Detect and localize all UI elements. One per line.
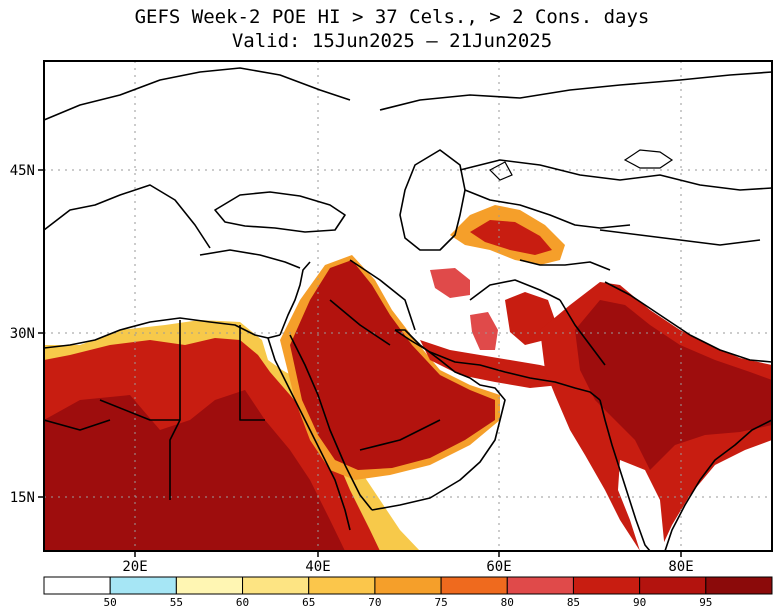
colorbar-label: 65 (302, 596, 315, 609)
map-title: GEFS Week-2 POE HI > 37 Cels., > 2 Cons.… (134, 6, 650, 28)
colorbar-swatch (572, 576, 641, 595)
colorbar-swatch (308, 576, 376, 595)
field-arabia (290, 260, 495, 470)
colorbar-swatch (242, 576, 310, 595)
lon-label-80e: 80E (668, 559, 693, 575)
map-frame (43, 60, 773, 552)
field-central-asia-core (470, 220, 552, 255)
axis-ticks (38, 169, 682, 557)
colorbar-swatch (705, 576, 773, 595)
field-north-africa-core (44, 390, 345, 551)
colorbar-label: 95 (699, 596, 712, 609)
colorbar-swatch (374, 576, 442, 595)
field-india-core (575, 300, 772, 470)
map-plot-area (44, 61, 772, 551)
lon-label-60e: 60E (486, 559, 511, 575)
colorbar-label: 90 (633, 596, 646, 609)
probability-fields (44, 205, 772, 551)
colorbar-label: 80 (501, 596, 514, 609)
colorbar-label: 70 (368, 596, 381, 609)
colorbar-label: 75 (434, 596, 447, 609)
lat-label-15n: 15N (10, 490, 35, 506)
colorbar-swatch (109, 576, 177, 595)
colorbar-swatch (43, 576, 111, 595)
lat-label-30n: 30N (10, 326, 35, 342)
colorbar: 50 55 60 65 70 75 80 85 90 95 (43, 576, 773, 609)
lon-label-40e: 40E (305, 559, 330, 575)
colorbar-swatch (506, 576, 574, 595)
colorbar-label: 85 (567, 596, 580, 609)
colorbar-swatch (440, 576, 508, 595)
colorbar-swatch (639, 576, 707, 595)
field-iran-south (470, 312, 498, 350)
lat-label-45n: 45N (10, 163, 35, 179)
field-iran-interior (430, 268, 470, 298)
colorbar-label: 60 (236, 596, 249, 609)
lon-label-20e: 20E (122, 559, 147, 575)
lakes (489, 149, 674, 181)
colorbar-label: 55 (170, 596, 183, 609)
colorbar-label: 50 (104, 596, 117, 609)
colorbar-swatch (175, 576, 244, 595)
coastlines-borders (44, 67, 772, 551)
field-india-south-gap (618, 460, 665, 551)
map-valid-dates: Valid: 15Jun2025 – 21Jun2025 (231, 30, 553, 52)
